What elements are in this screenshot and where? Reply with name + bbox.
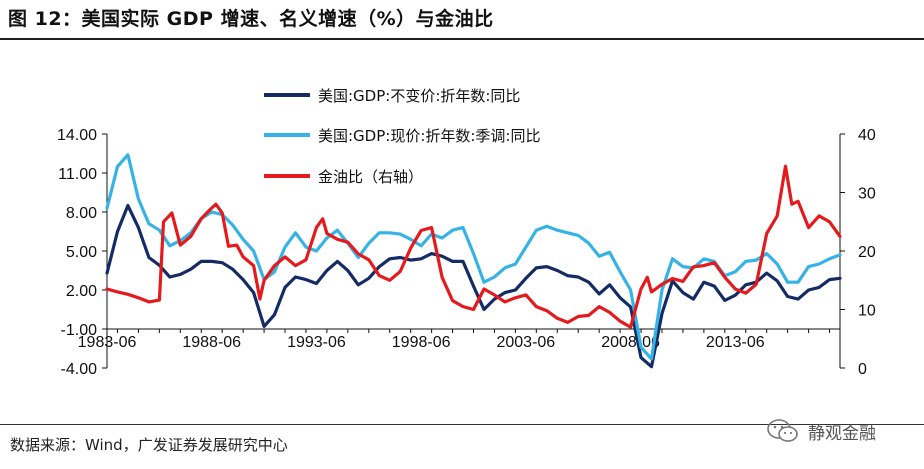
watermark: 静观金融 xyxy=(808,424,876,444)
right-tick-label: 40 xyxy=(858,127,876,144)
x-tick-label: 2013-06 xyxy=(706,334,765,351)
chart-title: 图 12：美国实际 GDP 增速、名义增速（%）与金油比 xyxy=(8,8,494,30)
left-tick-label: 8.00 xyxy=(66,205,97,222)
right-tick-label: 20 xyxy=(858,244,876,261)
x-tick-label: 2003-06 xyxy=(496,334,555,351)
x-tick-label: 1993-06 xyxy=(287,334,346,351)
legend-label-1: 美国:GDP:不变价:折年数:同比 xyxy=(318,87,520,105)
x-tick-label: 1983-06 xyxy=(78,334,137,351)
chart-axes: 14.00 11.00 8.00 5.00 2.00 -1.00 -4.00 40 30 20 10… xyxy=(57,127,876,378)
legend-label-2: 美国:GDP:现价:折年数:季调:同比 xyxy=(318,127,541,145)
right-tick-label: 0 xyxy=(858,361,867,378)
series-line-3 xyxy=(105,164,842,329)
left-tick-label: 14.00 xyxy=(57,127,97,144)
legend: 美国:GDP:不变价:折年数:同比美国:GDP:现价:折年数:季调:同比金油比（… xyxy=(264,87,541,186)
series-line-1 xyxy=(105,203,842,369)
footer-divider xyxy=(0,424,924,425)
series-line-2 xyxy=(105,153,842,361)
left-tick-label: 11.00 xyxy=(58,166,97,183)
chart-series xyxy=(105,153,842,369)
wechat-icon xyxy=(767,419,798,442)
x-tick-label: 1988-06 xyxy=(182,334,241,351)
x-tick-label: 1998-06 xyxy=(392,334,451,351)
legend-label-3: 金油比（右轴） xyxy=(318,168,423,186)
title-divider xyxy=(0,38,924,40)
left-tick-label: -4.00 xyxy=(61,361,98,378)
x-tick-label: 2008-06 xyxy=(601,334,660,351)
left-tick-label: -1.00 xyxy=(61,322,98,339)
left-tick-label: 2.00 xyxy=(66,283,97,300)
chart: 14.00 11.00 8.00 5.00 2.00 -1.00 -4.00 40 30 20 10… xyxy=(57,87,876,378)
right-tick-label: 30 xyxy=(858,186,876,203)
right-tick-label: 10 xyxy=(858,303,876,320)
data-source: 数据来源：Wind，广发证券发展研究中心 xyxy=(10,436,288,454)
left-tick-label: 5.00 xyxy=(66,244,97,261)
